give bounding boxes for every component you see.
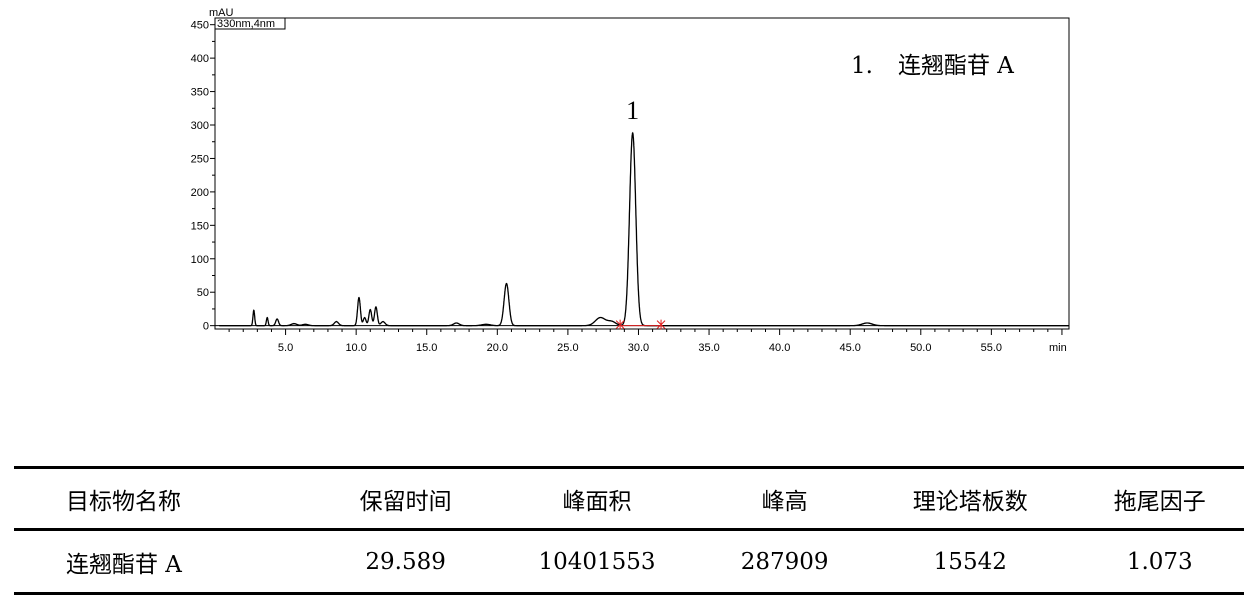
col-header-theoretical-plates: 理论塔板数 <box>864 466 1076 531</box>
cell-retention-time: 29.589 <box>321 529 490 595</box>
cell-peak-height: 287909 <box>704 529 865 595</box>
x-tick-label: 55.0 <box>981 342 1002 354</box>
x-tick-label: 10.0 <box>345 342 366 354</box>
integration-marker <box>656 319 666 330</box>
legend-number: 1. <box>851 53 873 79</box>
y-tick-label: 50 <box>197 287 209 299</box>
x-axis-unit: min <box>1049 342 1067 354</box>
plot-frame <box>214 17 1070 330</box>
y-tick-label: 200 <box>191 187 209 199</box>
col-header-peak-area: 峰面积 <box>489 466 705 531</box>
y-tick-label: 450 <box>191 20 209 32</box>
integration-markers <box>615 319 666 330</box>
col-header-retention-time: 保留时间 <box>321 466 490 531</box>
peak-label: 1 <box>626 96 639 125</box>
x-tick-label: 5.0 <box>278 342 293 354</box>
y-tick-label: 350 <box>191 87 209 99</box>
chromatogram-chart: 0 50 100 150 200 250 300 350 400 450 5.0 10.0 15.0 2… <box>191 7 1070 354</box>
chromatogram-trace <box>219 131 1069 327</box>
y-tick-label: 400 <box>191 53 209 65</box>
x-tick-label: 45.0 <box>839 342 860 354</box>
legend-name: 连翘酯苷 A <box>898 53 1014 79</box>
x-axis: 5.0 10.0 15.0 20.0 25.0 30.0 35.0 40.0 45.0 50.0 5… <box>228 329 1063 354</box>
channel-label: 330nm,4nm <box>217 18 275 30</box>
cell-peak-area: 10401553 <box>489 529 705 595</box>
table-header-row: 目标物名称 保留时间 峰面积 峰高 理论塔板数 拖尾因子 <box>14 466 1244 531</box>
channel-label-box <box>214 17 286 30</box>
y-tick-label: 100 <box>191 254 209 266</box>
x-tick-label: 25.0 <box>557 342 578 354</box>
x-tick-label: 40.0 <box>769 342 790 354</box>
col-header-compound: 目标物名称 <box>14 466 322 531</box>
col-header-tailing-factor: 拖尾因子 <box>1075 466 1244 531</box>
x-tick-label: 15.0 <box>416 342 437 354</box>
y-axis-unit: mAU <box>209 7 234 19</box>
x-tick-label: 35.0 <box>698 342 719 354</box>
cell-compound: 连翘酯苷 A <box>14 529 322 595</box>
x-tick-label: 30.0 <box>628 342 649 354</box>
col-header-peak-height: 峰高 <box>704 466 865 531</box>
x-tick-label: 50.0 <box>910 342 931 354</box>
cell-theoretical-plates: 15542 <box>864 529 1076 595</box>
y-tick-label: 300 <box>191 120 209 132</box>
y-tick-label: 0 <box>203 321 209 333</box>
table-row: 连翘酯苷 A 29.589 10401553 287909 15542 1.07… <box>14 529 1244 595</box>
x-tick-label: 20.0 <box>487 342 508 354</box>
y-axis: 0 50 100 150 200 250 300 350 400 450 <box>191 20 215 333</box>
results-table: 目标物名称 保留时间 峰面积 峰高 理论塔板数 拖尾因子 连翘酯苷 A 29.5… <box>14 466 1244 595</box>
integration-marker <box>615 319 625 330</box>
y-tick-label: 250 <box>191 153 209 165</box>
cell-tailing-factor: 1.073 <box>1075 529 1244 595</box>
y-tick-label: 150 <box>191 220 209 232</box>
